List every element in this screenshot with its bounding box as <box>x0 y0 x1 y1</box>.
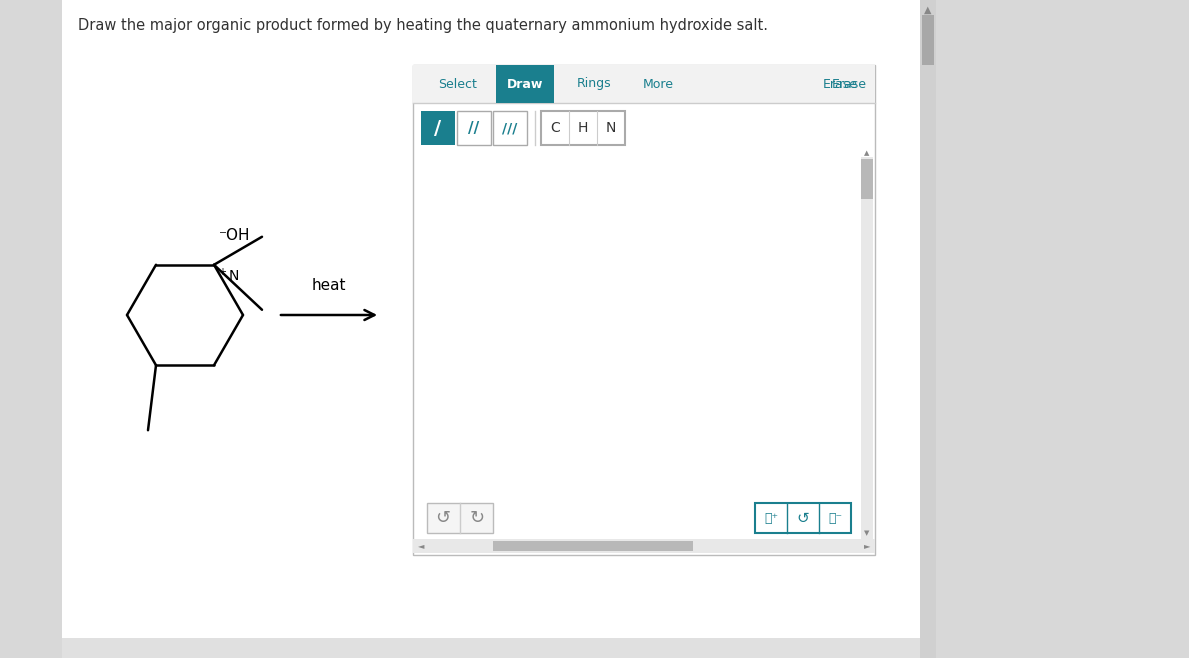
Bar <box>493 111 527 145</box>
Text: ▲: ▲ <box>924 5 932 15</box>
Text: heat: heat <box>312 278 346 293</box>
Text: ↺: ↺ <box>797 511 810 526</box>
Bar <box>921 15 935 65</box>
Text: ►: ► <box>863 542 870 551</box>
Text: ↺: ↺ <box>435 509 451 527</box>
Text: N: N <box>606 121 616 135</box>
Bar <box>496 65 554 103</box>
Bar <box>861 159 873 199</box>
Text: ⌕⁺: ⌕⁺ <box>765 511 778 524</box>
Text: ▲: ▲ <box>864 150 869 156</box>
Bar <box>755 503 851 533</box>
Text: //: // <box>468 120 479 136</box>
Text: Erase: Erase <box>831 78 867 91</box>
Text: Select: Select <box>439 78 478 91</box>
Text: H: H <box>578 121 589 135</box>
Text: ▼: ▼ <box>864 530 869 536</box>
Bar <box>413 539 875 553</box>
Text: ⁻OH: ⁻OH <box>219 228 251 243</box>
Text: $^+$N: $^+$N <box>216 266 239 284</box>
Bar <box>493 541 693 551</box>
Bar <box>920 0 936 658</box>
Text: ◄: ◄ <box>417 542 424 551</box>
Bar <box>861 157 873 541</box>
Bar <box>62 638 920 658</box>
Bar <box>541 111 625 145</box>
Text: ↻: ↻ <box>470 509 485 527</box>
Bar <box>421 111 455 145</box>
Bar <box>413 65 875 103</box>
Bar <box>427 503 493 533</box>
Text: ///: /// <box>502 121 517 135</box>
Bar <box>62 0 920 638</box>
Text: Draw: Draw <box>507 78 543 91</box>
Text: Erase: Erase <box>823 78 857 91</box>
Bar <box>457 111 491 145</box>
Bar <box>413 65 875 555</box>
Text: Rings: Rings <box>577 78 611 91</box>
Text: C: C <box>551 121 560 135</box>
Text: ⌕⁻: ⌕⁻ <box>828 511 842 524</box>
Text: More: More <box>642 78 673 91</box>
Text: /: / <box>434 118 441 138</box>
Text: Draw the major organic product formed by heating the quaternary ammonium hydroxi: Draw the major organic product formed by… <box>78 18 768 33</box>
